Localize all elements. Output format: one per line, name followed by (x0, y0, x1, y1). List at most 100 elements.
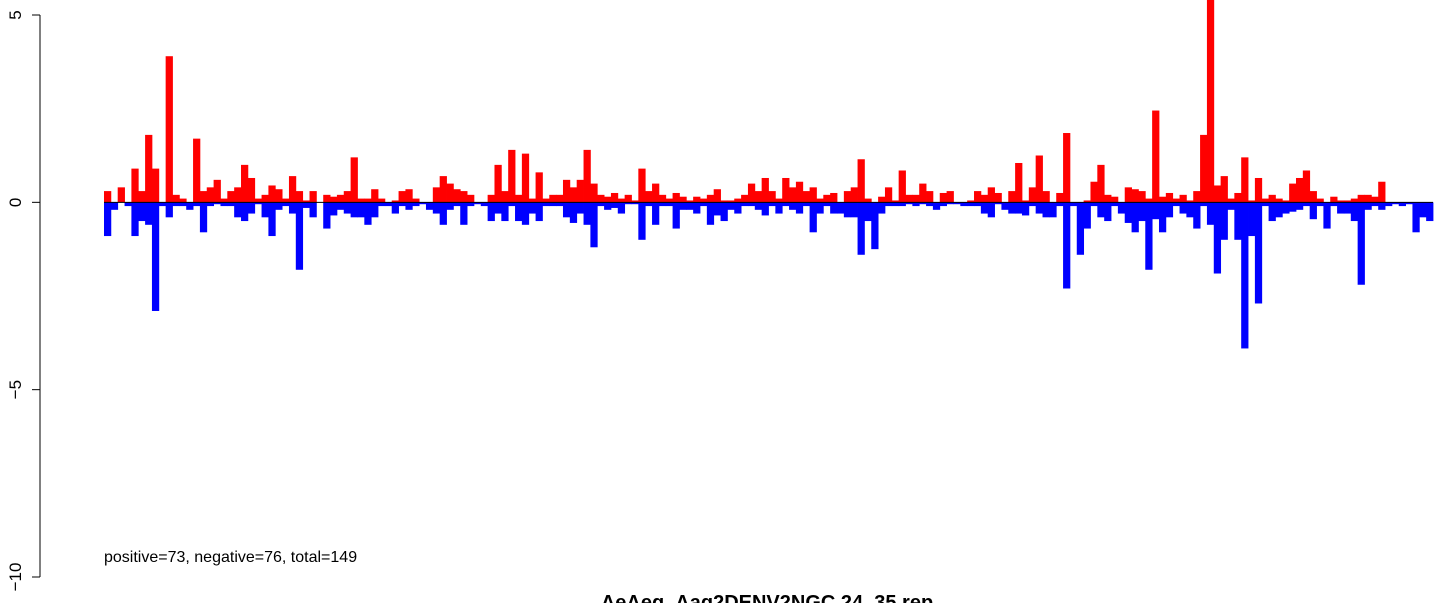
negative-bar (1289, 202, 1297, 212)
positive-bar (1200, 134, 1208, 203)
negative-bar (583, 202, 591, 225)
negative-bar (823, 202, 831, 207)
negative-bar (809, 202, 817, 233)
negative-bar (378, 202, 386, 207)
positive-bar (1138, 191, 1146, 203)
negative-bar (384, 202, 393, 207)
negative-bar (227, 202, 235, 207)
positive-bar (501, 191, 509, 203)
positive-bar (254, 198, 262, 203)
positive-bar (1111, 196, 1119, 203)
negative-bar (1179, 202, 1187, 214)
positive-bar (432, 187, 441, 203)
positive-bar (720, 200, 728, 203)
negative-bar (206, 202, 215, 207)
negative-bar (165, 202, 173, 218)
negative-bar (761, 202, 769, 216)
negative-bar (1220, 202, 1228, 240)
negative-bar (1008, 202, 1016, 214)
positive-bar (987, 187, 995, 203)
positive-bar (891, 200, 900, 203)
negative-bar (1172, 202, 1180, 207)
negative-bar (905, 202, 913, 205)
negative-bar (405, 202, 413, 210)
positive-bar (658, 194, 667, 203)
negative-bar (282, 202, 290, 207)
positive-bar (1350, 198, 1359, 203)
negative-bar (1275, 202, 1283, 218)
positive-bar (261, 194, 269, 203)
positive-bar (946, 191, 954, 203)
negative-bar (837, 202, 845, 214)
negative-bar (1426, 202, 1434, 222)
y-axis: 5 0 −5 −10 (6, 10, 41, 591)
negative-bar (645, 202, 653, 207)
positive-bar (1295, 177, 1304, 203)
positive-bar (528, 198, 536, 203)
negative-bar (473, 202, 482, 205)
negative-bar (747, 202, 756, 207)
positive-bar (919, 183, 927, 203)
positive-bar (213, 179, 221, 203)
positive-bar (145, 134, 153, 203)
negative-bar (946, 202, 954, 205)
negative-bar (1357, 202, 1365, 285)
negative-bar (850, 202, 858, 218)
negative-bar (631, 202, 639, 205)
positive-bar (1158, 196, 1167, 203)
positive-bar (1035, 155, 1043, 203)
negative-bar (1309, 202, 1317, 220)
negative-bar (508, 202, 516, 207)
negative-bar (302, 202, 310, 208)
negative-bar (610, 202, 619, 208)
positive-bar (768, 191, 776, 203)
negative-bar (1227, 202, 1235, 210)
negative-bar (1261, 202, 1269, 207)
negative-bar (357, 202, 365, 218)
positive-bar (1343, 200, 1352, 203)
negative-bar (1282, 202, 1290, 214)
positive-bar (590, 183, 598, 203)
positive-bar (939, 192, 948, 203)
positive-bar (268, 185, 276, 203)
negative-bar (467, 202, 475, 207)
negative-bar (110, 202, 119, 210)
positive-bar (576, 179, 584, 203)
negative-bar (460, 202, 468, 225)
positive-bar (974, 191, 982, 203)
positive-bar (1124, 187, 1132, 203)
positive-bar (282, 198, 290, 203)
negative-bar (864, 202, 872, 222)
positive-bar (1104, 194, 1112, 203)
negative-bar (679, 202, 687, 210)
negative-bar (1234, 202, 1242, 240)
positive-bar (1165, 192, 1174, 203)
positive-bar (378, 198, 386, 203)
y-tick-label: 5 (6, 10, 25, 19)
positive-bar (542, 198, 550, 203)
positive-bar (884, 187, 893, 203)
negative-bar (754, 202, 763, 210)
positive-bar (1282, 200, 1290, 203)
positive-bar (1008, 191, 1016, 203)
positive-bar (220, 198, 228, 203)
negative-bar (1295, 202, 1304, 210)
positive-bar (610, 192, 619, 203)
positive-bar (206, 187, 215, 203)
negative-bar (439, 202, 447, 225)
negative-bar (795, 202, 804, 214)
positive-bar (1090, 181, 1098, 203)
negative-bar (179, 202, 187, 207)
positive-bar (494, 164, 502, 203)
positive-bar (288, 176, 297, 203)
positive-bar (193, 138, 201, 203)
positive-bar (679, 196, 687, 203)
negative-bar (576, 202, 584, 214)
positive-bar (994, 192, 1002, 203)
positive-bar (405, 189, 413, 203)
negative-bar (556, 202, 564, 207)
positive-bar (1275, 198, 1283, 203)
negative-bar (515, 202, 523, 222)
positive-bar (1097, 164, 1105, 203)
positive-bar (549, 194, 557, 203)
